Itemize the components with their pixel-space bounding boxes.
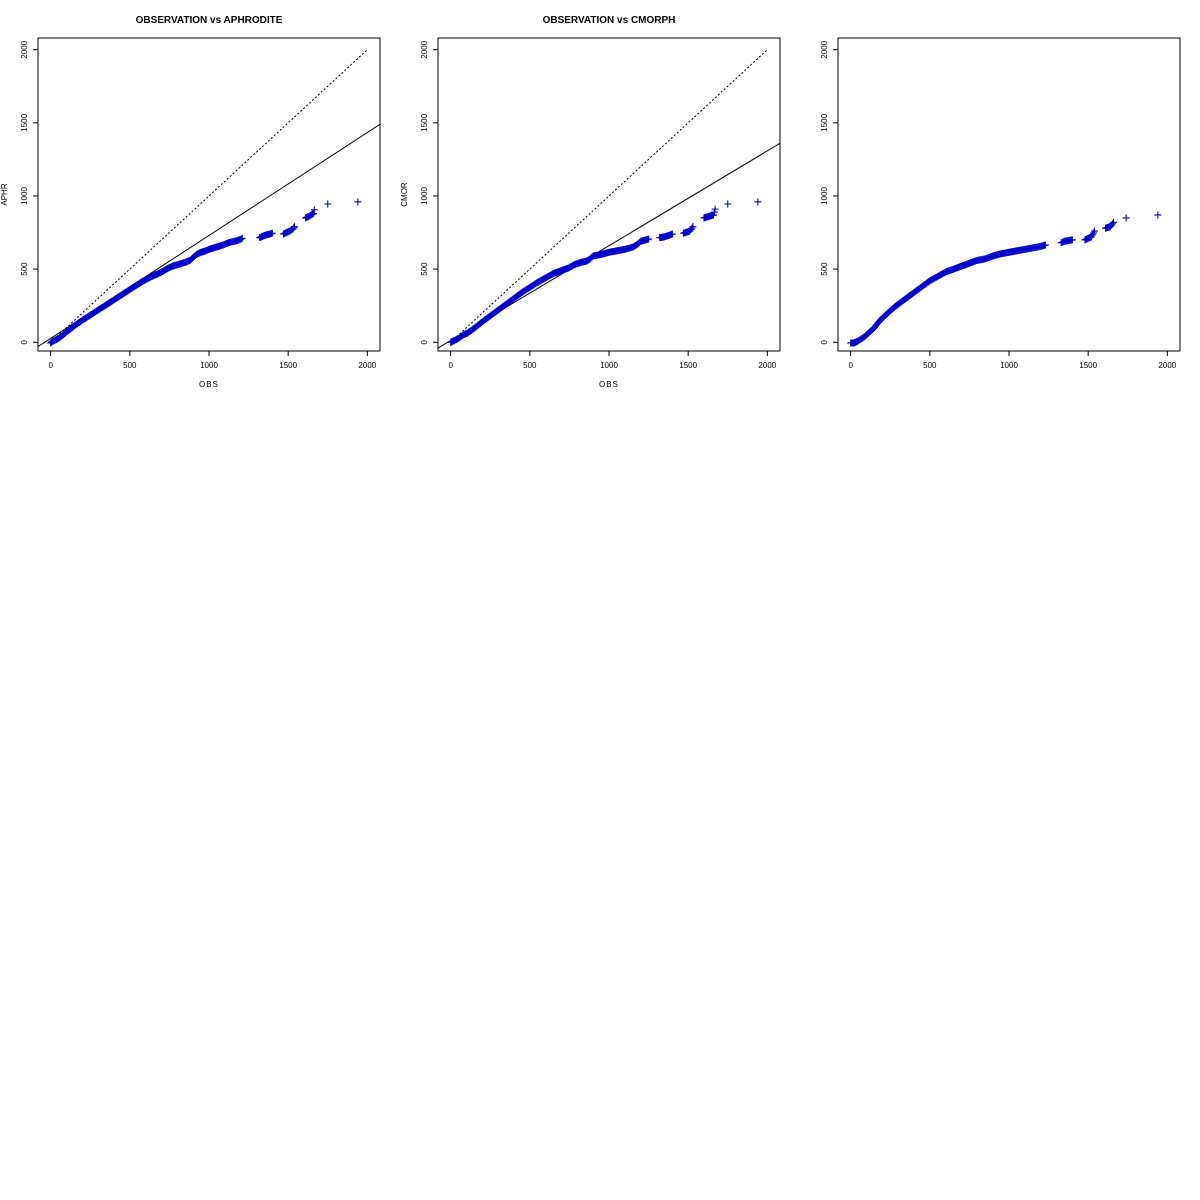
y-tick-label: 1000 [20, 187, 29, 205]
y-axis-label: CMOR [400, 182, 409, 207]
data-point [1108, 220, 1116, 228]
plot-frame [37, 37, 381, 352]
data-points [847, 211, 1162, 347]
y-tick-label: 1500 [420, 113, 429, 131]
data-point [724, 200, 732, 208]
x-axis-label: OBS [599, 380, 619, 389]
data-point [309, 210, 317, 218]
data-point [268, 229, 276, 237]
plot-panel-1: OBSERVATION vs APHRODITE 0 500 1000 1500 2000… [0, 15, 381, 389]
x-axis-label: OBS [199, 380, 219, 389]
x-tick-label: 0 [48, 361, 53, 370]
data-point [1122, 214, 1130, 222]
y-tick-label: 1500 [820, 113, 829, 131]
y-tick-label: 2000 [20, 40, 29, 58]
data-point [291, 223, 298, 231]
data-points [47, 198, 362, 347]
data-point [310, 206, 318, 214]
y-tick-label: 500 [420, 262, 429, 276]
x-tick-label: 1000 [200, 361, 218, 370]
plot-frame [437, 37, 781, 352]
x-tick-label: 2000 [1158, 361, 1176, 370]
x-tick-label: 500 [123, 361, 137, 370]
reference-lines [438, 49, 780, 349]
data-points [447, 198, 762, 346]
y-tick-label: 500 [820, 262, 829, 276]
data-point [710, 211, 717, 219]
x-tick-label: 500 [923, 361, 937, 370]
data-point [354, 198, 362, 206]
data-point [689, 223, 697, 231]
y-tick-label: 2000 [820, 40, 829, 58]
x-tick-label: 500 [523, 361, 537, 370]
y-axis-label: APHR [0, 183, 9, 205]
x-tick-label: 1000 [1000, 361, 1018, 370]
data-point [238, 234, 246, 242]
x-tick-label: 1000 [600, 361, 618, 370]
y-tick-label: 0 [820, 339, 829, 344]
data-point [688, 224, 696, 232]
data-point [1068, 236, 1076, 244]
data-point [754, 198, 762, 206]
y-tick-label: 0 [420, 339, 429, 344]
data-point [1154, 211, 1162, 219]
x-tick-label: 1500 [679, 361, 697, 370]
data-point [290, 224, 298, 232]
y-tick-label: 1000 [820, 187, 829, 205]
y-tick-label: 1000 [420, 187, 429, 205]
data-point [710, 208, 718, 216]
y-tick-label: 500 [20, 262, 29, 276]
data-point [1110, 218, 1117, 226]
x-tick-label: 2000 [758, 361, 776, 370]
y-tick-label: 0 [20, 339, 29, 344]
x-tick-label: 0 [448, 361, 453, 370]
one-to-one-line [450, 49, 768, 343]
data-point [310, 210, 317, 218]
chart-title: OBSERVATION vs CMORPH [543, 15, 676, 26]
data-point [668, 230, 676, 238]
data-point [1091, 227, 1098, 235]
one-to-one-line [50, 49, 368, 343]
plot-panel-2: OBSERVATION vs CMORPH 0 500 1000 1500 2000 0 50… [400, 15, 781, 389]
x-tick-label: 0 [848, 361, 853, 370]
x-tick-label: 1500 [1079, 361, 1097, 370]
x-tick-label: 2000 [358, 361, 376, 370]
data-point [711, 205, 719, 213]
chart-title: OBSERVATION vs APHRODITE [136, 15, 283, 26]
data-point [1041, 241, 1049, 249]
y-tick-label: 1500 [20, 113, 29, 131]
x-tick-label: 1500 [279, 361, 297, 370]
plot-frame [837, 37, 1181, 352]
data-point [645, 235, 653, 243]
reference-lines [38, 49, 380, 348]
y-tick-label: 2000 [420, 40, 429, 58]
plot-panel-3: 0 500 1000 1500 2000 0 500 1000 1500 2000 [820, 37, 1181, 370]
data-point [324, 200, 332, 208]
